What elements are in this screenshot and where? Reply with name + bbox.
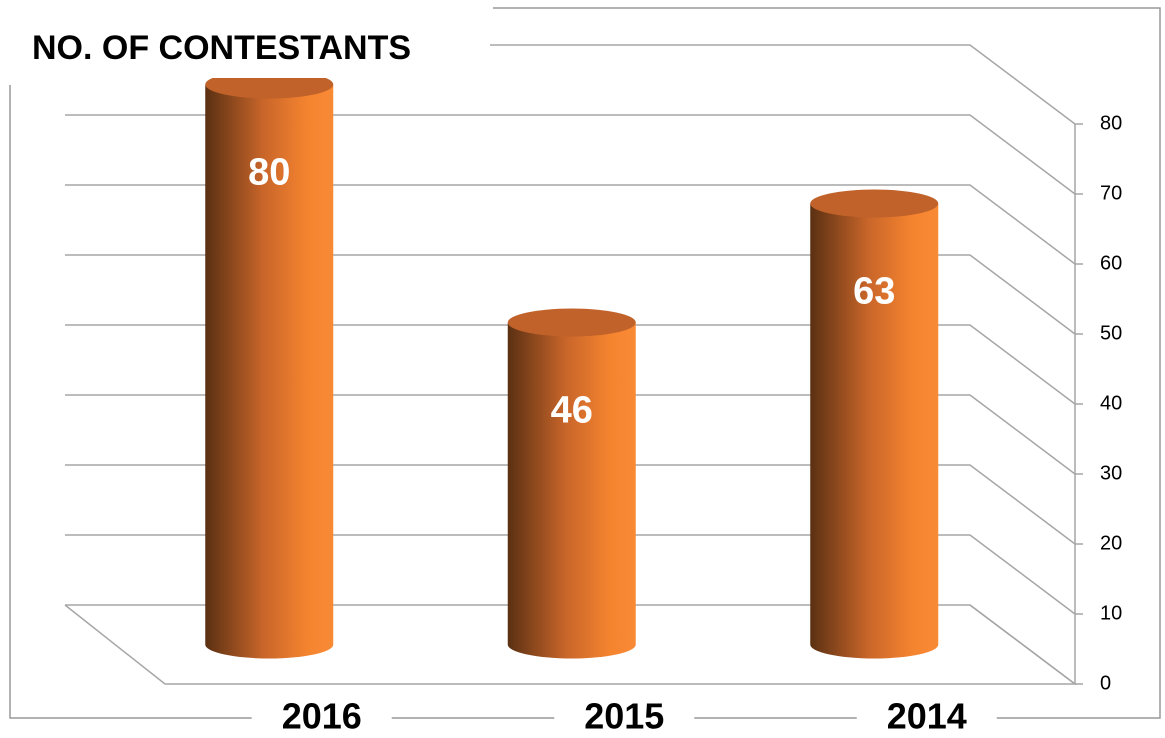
grid-line xyxy=(65,464,1076,545)
label-bg xyxy=(554,700,695,736)
bar xyxy=(507,322,636,659)
y-tick-label: 80 xyxy=(1100,112,1122,134)
grid-line xyxy=(65,184,1076,265)
cylinder: 80 xyxy=(205,70,334,659)
y-tick-label: 0 xyxy=(1100,672,1111,694)
grid-line xyxy=(65,604,1076,685)
frame xyxy=(9,7,1161,719)
plot: 0 10 20 30 40 50 60 70 80 80 46 63 xyxy=(64,44,1122,694)
chart-title: NO. OF CONTESTANTS xyxy=(32,29,411,67)
y-tick-label: 50 xyxy=(1100,322,1122,344)
cylinder: 46 xyxy=(507,308,636,659)
value-label: 63 xyxy=(853,271,895,313)
grid-line xyxy=(65,324,1076,405)
bar-top xyxy=(507,308,636,337)
grid-line xyxy=(65,534,1076,615)
y-tick-label: 40 xyxy=(1100,392,1122,414)
label-bg xyxy=(251,700,392,736)
grid-line xyxy=(65,114,1076,195)
y-tick-label: 30 xyxy=(1100,462,1122,484)
title-bg xyxy=(20,20,490,78)
label-bg xyxy=(856,700,997,736)
x-tick-label: 2014 xyxy=(887,696,967,737)
bar xyxy=(205,84,334,659)
bar-top xyxy=(810,189,939,218)
grid-line xyxy=(65,394,1076,475)
bar xyxy=(810,203,939,659)
y-tick-label: 20 xyxy=(1100,532,1122,554)
x-tick-label: 2016 xyxy=(282,696,362,737)
y-tick-label: 70 xyxy=(1100,182,1122,204)
cylinder: 63 xyxy=(810,189,939,659)
value-label: 80 xyxy=(248,152,290,194)
x-tick-label: 2015 xyxy=(584,696,664,737)
y-tick-label: 10 xyxy=(1100,602,1122,624)
grid-line xyxy=(65,254,1076,335)
y-tick-label: 60 xyxy=(1100,252,1122,274)
value-label: 46 xyxy=(551,390,593,432)
